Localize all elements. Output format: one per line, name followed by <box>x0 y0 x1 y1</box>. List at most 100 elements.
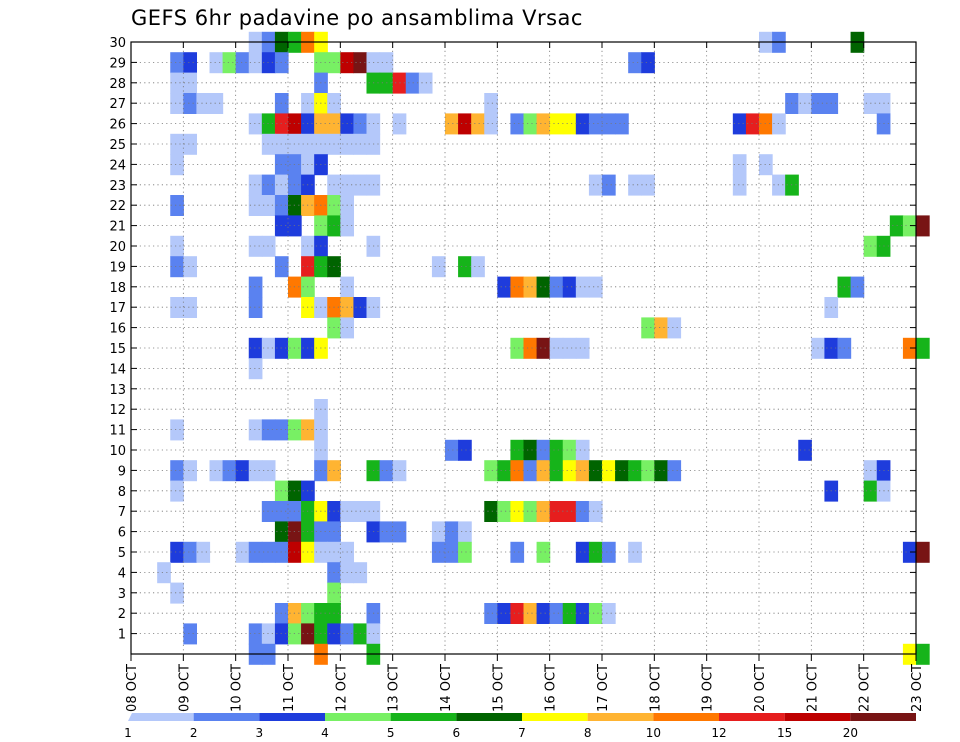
precip-cell-m26-15-oct-12z <box>523 113 538 135</box>
precip-cell-m02-16-oct-06z <box>562 603 577 624</box>
y-tick-label: 14 <box>109 362 126 377</box>
precip-cell-m15-15-oct-18z <box>536 337 551 359</box>
precip-cell-m02-16-oct-18z <box>588 603 603 624</box>
precip-cell-m26-14-oct-06z <box>458 113 472 135</box>
precip-cell-m16-17-oct-18z <box>641 317 655 339</box>
y-tick-label: 29 <box>109 56 126 71</box>
precip-cell-m09-16-oct-18z <box>588 460 603 482</box>
precip-cell-m15-10-oct-06z <box>248 337 263 359</box>
precip-cell-m28-13-oct-12z <box>418 72 433 94</box>
precip-cell-m10-16-oct-06z <box>562 439 577 461</box>
precip-cell-m10-15-oct-06z <box>510 439 525 461</box>
precip-cell-m02-15-oct-18z <box>536 603 551 624</box>
precip-cell-m26-10-oct-06z <box>248 113 263 135</box>
precip-cell-m15-22-oct-18z <box>902 337 917 359</box>
precip-cell-m19-14-oct-06z <box>458 256 472 278</box>
precip-cell-m26-16-oct-00z <box>549 113 564 135</box>
y-tick-label: 6 <box>118 526 126 541</box>
precip-cell-m05-22-oct-18z <box>902 541 917 563</box>
legend-swatch <box>325 713 391 721</box>
y-tick-label: 17 <box>109 301 126 316</box>
precip-cell-m20-10-oct-12z <box>261 235 276 257</box>
precip-cell-m18-15-oct-00z <box>497 276 512 298</box>
precip-cell-m05-08-oct-18z <box>170 541 184 563</box>
precip-cell-m09-15-oct-18z <box>536 460 551 482</box>
precip-cell-m18-16-oct-06z <box>562 276 577 298</box>
precip-cell-m09-17-oct-00z <box>602 460 616 482</box>
x-tick-label: 16 OCT <box>544 664 559 712</box>
precip-cell-m19-09-oct-00z <box>183 256 198 278</box>
precip-cell-m27-14-oct-18z <box>484 93 498 114</box>
x-tick-label: 12 OCT <box>334 664 349 712</box>
precip-cell-m07-10-oct-12z <box>261 501 276 522</box>
precip-cell-m05-10-oct-06z <box>248 541 263 563</box>
y-tick-label: 18 <box>109 281 126 296</box>
legend-label: 15 <box>777 726 792 740</box>
x-tick-label: 15 OCT <box>491 664 506 712</box>
x-tick-label: 10 OCT <box>230 664 245 712</box>
legend-swatch <box>193 713 260 721</box>
precip-cell-m18-16-oct-18z <box>588 276 603 298</box>
y-axis: 1234567891011121314151617181920212223242… <box>109 36 916 643</box>
precip-cell-m02-14-oct-18z <box>484 603 498 624</box>
precip-cell-m17-08-oct-18z <box>170 297 184 318</box>
legend-label: 2 <box>190 726 198 740</box>
precip-cell-m09-10-oct-12z <box>261 460 276 482</box>
precip-cell-m26-16-oct-18z <box>588 113 603 135</box>
precip-cell-m17-09-oct-00z <box>183 297 198 318</box>
y-tick-label: 19 <box>109 260 126 275</box>
precip-cell-m25-10-oct-12z <box>261 133 276 155</box>
precip-cell-m05-15-oct-06z <box>510 541 525 563</box>
precip-cell-m09-18-oct-06z <box>667 460 682 482</box>
precip-cell-m25-09-oct-00z <box>183 133 198 155</box>
precip-cell-m26-14-oct-12z <box>471 113 485 135</box>
y-tick-label: 4 <box>118 566 126 581</box>
precip-cell-m26-19-oct-18z <box>745 113 760 135</box>
precip-cell-m05-14-oct-00z <box>445 541 459 563</box>
precip-cell-m02-15-oct-06z <box>510 603 525 624</box>
precip-cell-m04-08-oct-12z <box>157 562 171 584</box>
precip-cell-m06-14-oct-00z <box>445 521 459 543</box>
legend-swatch <box>719 713 785 721</box>
precip-cell-m18-15-oct-12z <box>523 276 538 298</box>
precip-cell-m22-10-oct-12z <box>261 195 276 216</box>
precip-cell-m09-10-oct-00z <box>235 460 250 482</box>
precip-cell-m23-17-oct-12z <box>628 174 642 196</box>
y-tick-label: 8 <box>118 485 126 500</box>
precip-cell-m29-09-oct-00z <box>183 52 198 74</box>
precip-cell-m08-08-oct-18z <box>170 480 184 502</box>
precip-cell-m27-09-oct-00z <box>183 93 198 114</box>
x-tick-label: 11 OCT <box>282 664 297 712</box>
precip-cell-m26-19-oct-12z <box>732 113 747 135</box>
x-tick-label: 18 OCT <box>648 664 663 712</box>
precip-cell-m26-10-oct-12z <box>261 113 276 135</box>
x-tick-label: 23 OCT <box>910 664 925 712</box>
precip-cell-m18-16-oct-12z <box>575 276 590 298</box>
precip-cell-m05-16-oct-12z <box>575 541 590 563</box>
x-tick-label: 13 OCT <box>387 664 402 712</box>
precip-cell-m24-19-oct-12z <box>732 154 747 176</box>
precip-cell-m11-08-oct-18z <box>170 419 184 441</box>
y-tick-label: 7 <box>118 505 126 520</box>
x-tick-label: 21 OCT <box>805 664 820 712</box>
precip-cell-m19-13-oct-18z <box>431 256 446 278</box>
precip-cell-m11-10-oct-06z <box>248 419 263 441</box>
precip-cell-m09-10-oct-06z <box>248 460 263 482</box>
precip-cell-m09-15-oct-00z <box>497 460 512 482</box>
legend-label: 5 <box>387 726 395 740</box>
precip-cell-m27-08-oct-18z <box>170 93 184 114</box>
precip-cell-m24-20-oct-00z <box>759 154 773 176</box>
precip-cell-m05-17-oct-12z <box>628 541 642 563</box>
y-tick-label: 25 <box>109 138 126 153</box>
precip-cell-m14-10-oct-06z <box>248 358 263 380</box>
precip-cell-m05-10-oct-12z <box>261 541 276 563</box>
y-tick-label: 24 <box>109 158 126 173</box>
precip-cell-m18-15-oct-06z <box>510 276 525 298</box>
precip-cell-m23-19-oct-12z <box>732 174 747 196</box>
y-tick-label: 13 <box>109 383 126 398</box>
x-tick-label: 19 OCT <box>701 664 716 712</box>
precip-cell-m09-17-oct-06z <box>615 460 629 482</box>
precip-cell-m16-18-oct-06z <box>667 317 682 339</box>
precip-cell-m29-10-oct-12z <box>261 52 276 74</box>
